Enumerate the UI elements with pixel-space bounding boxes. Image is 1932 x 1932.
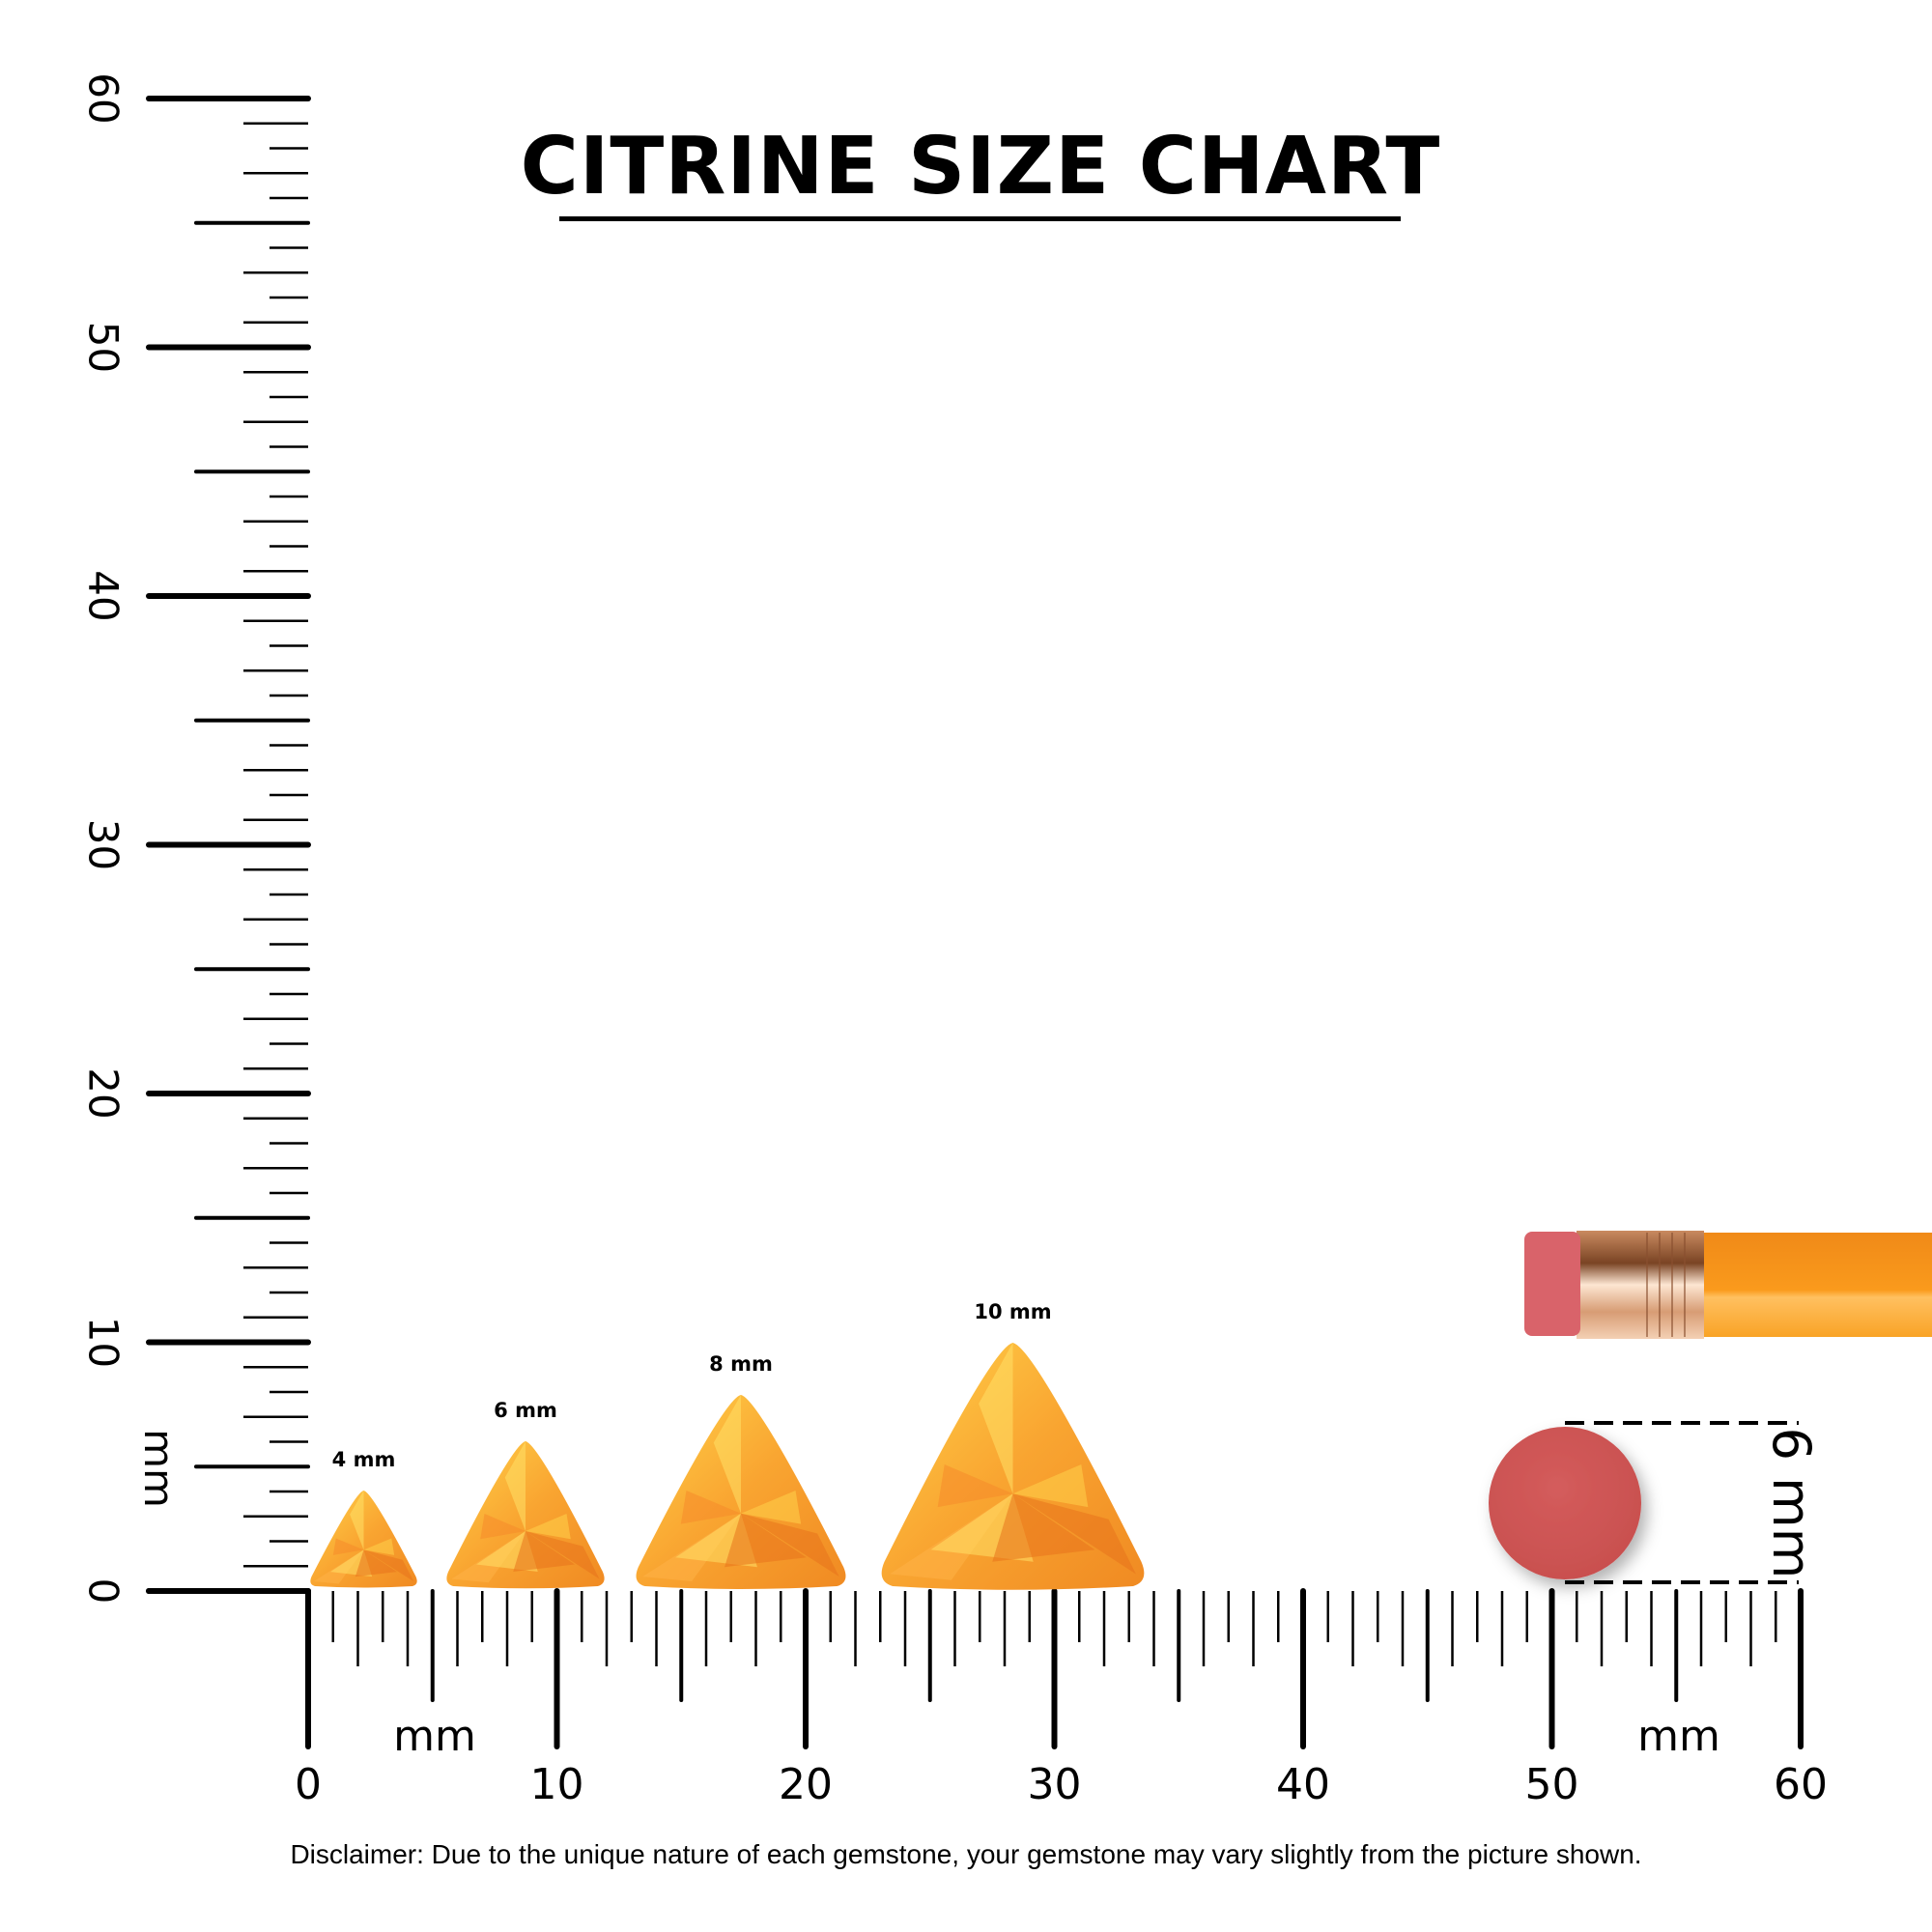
gem-facet <box>979 1343 1013 1494</box>
title-underline <box>559 216 1401 221</box>
gem-size-label: 4 mm <box>332 1448 396 1471</box>
gem-8mm <box>636 1395 846 1589</box>
gem-6mm <box>446 1441 605 1589</box>
gem-facet <box>363 1549 414 1582</box>
gem-facet <box>526 1531 600 1579</box>
pencil-body <box>1700 1233 1932 1337</box>
gem-facet <box>363 1538 395 1555</box>
gem-facet <box>480 1514 526 1540</box>
x-tick-label: 60 <box>1774 1760 1828 1809</box>
reference-size-label: 6 mm <box>1761 1428 1822 1579</box>
x-tick-label: 30 <box>1028 1760 1082 1809</box>
x-tick-label: 20 <box>779 1760 833 1809</box>
horizontal-unit-label-right: mm <box>1637 1712 1720 1761</box>
gem-group: 4 mm 6 mm 8 mm 10 mm <box>310 1300 1145 1590</box>
gem-facet <box>1012 1493 1136 1575</box>
disclaimer: Disclaimer: Due to the unique nature of … <box>290 1839 1642 1869</box>
gem-facet <box>992 1493 1095 1562</box>
y-tick-label: 30 <box>80 819 128 870</box>
chart-title: CITRINE SIZE CHART <box>520 121 1441 213</box>
vertical-ruler: 0 10 20 30 40 50 60 <box>80 72 311 1605</box>
y-tick-label: 50 <box>80 322 128 373</box>
x-tick-label: 0 <box>295 1760 322 1809</box>
gem-facet <box>937 1464 1013 1508</box>
gem-facet <box>680 1491 741 1524</box>
y-tick-label: 0 <box>80 1578 128 1605</box>
gem-facet <box>350 1491 364 1550</box>
pencil-ferrule <box>1577 1231 1704 1339</box>
gem-facet <box>1012 1464 1089 1508</box>
gem-size-label: 6 mm <box>494 1399 557 1422</box>
pencil-eraser <box>1524 1232 1580 1336</box>
gem-facet <box>724 1513 807 1568</box>
gem-facet <box>741 1491 802 1524</box>
y-tick-label: 20 <box>80 1067 128 1119</box>
eraser-reference-circle <box>1489 1427 1641 1579</box>
horizontal-unit-label-left: mm <box>393 1712 476 1761</box>
gem-facet <box>513 1531 575 1572</box>
x-tick-label: 40 <box>1276 1760 1330 1809</box>
gem-facet <box>741 1513 839 1577</box>
horizontal-ruler: 0 10 20 30 40 50 60 <box>146 1588 1828 1809</box>
y-tick-label: 40 <box>80 570 128 621</box>
x-tick-label: 10 <box>530 1760 584 1809</box>
x-tick-label: 50 <box>1525 1760 1579 1809</box>
gem-facet <box>504 1441 526 1531</box>
vertical-unit-label: mm <box>135 1429 183 1508</box>
gem-size-label: 10 mm <box>974 1300 1051 1323</box>
y-tick-label: 60 <box>80 72 128 124</box>
gem-10mm <box>881 1343 1145 1590</box>
gem-facet <box>332 1538 364 1555</box>
gem-facet <box>526 1514 571 1540</box>
gem-size-label: 8 mm <box>709 1352 773 1376</box>
gem-facet <box>355 1549 397 1577</box>
y-tick-label: 10 <box>80 1317 128 1368</box>
gem-4mm <box>310 1491 417 1588</box>
pencil <box>1524 1231 1932 1339</box>
gem-facet <box>713 1395 741 1514</box>
